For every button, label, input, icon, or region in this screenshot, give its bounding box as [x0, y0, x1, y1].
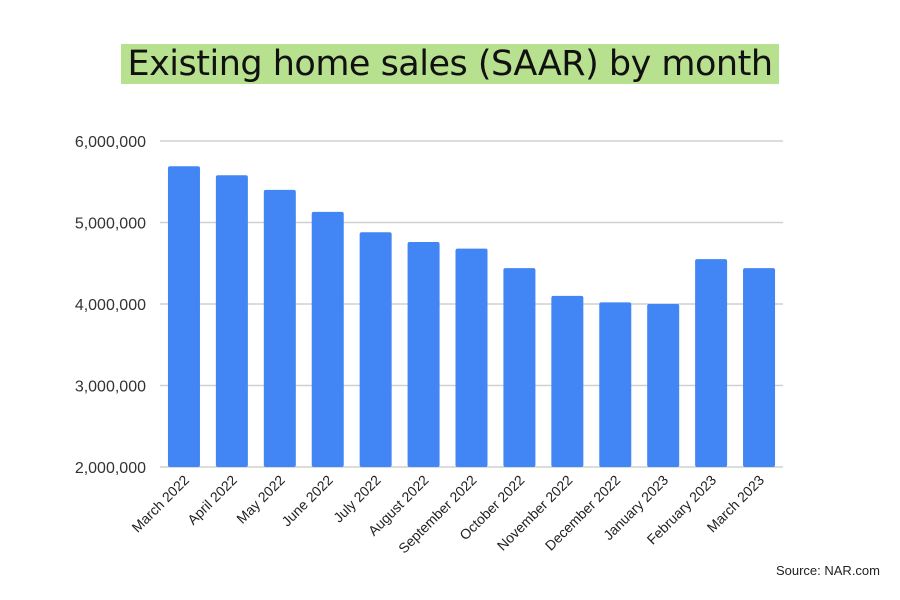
- bar: [263, 189, 296, 467]
- bar: [503, 268, 536, 467]
- bar: [695, 259, 728, 467]
- bar: [551, 295, 584, 467]
- bar: [407, 242, 440, 467]
- source-note: Source: NAR.com: [775, 563, 880, 578]
- bar: [167, 166, 200, 467]
- bar: [215, 175, 248, 468]
- y-tick-label: 5,000,000: [75, 216, 146, 233]
- y-tick-label: 4,000,000: [75, 297, 146, 314]
- y-tick-label: 2,000,000: [75, 460, 146, 477]
- bar: [599, 302, 632, 467]
- y-tick-label: 3,000,000: [75, 379, 146, 396]
- chart-title: Existing home sales (SAAR) by month: [121, 44, 779, 84]
- bar: [455, 248, 488, 467]
- bar: [359, 232, 392, 467]
- y-tick-label: 6,000,000: [75, 134, 146, 151]
- x-tick-label: June 2022: [278, 472, 336, 530]
- bar: [647, 304, 680, 467]
- x-tick-label: April 2022: [184, 472, 240, 528]
- bar: [311, 211, 344, 467]
- x-tick-label: March 2022: [128, 472, 192, 536]
- chart-title-wrap: Existing home sales (SAAR) by month: [0, 44, 900, 84]
- bar: [743, 268, 776, 467]
